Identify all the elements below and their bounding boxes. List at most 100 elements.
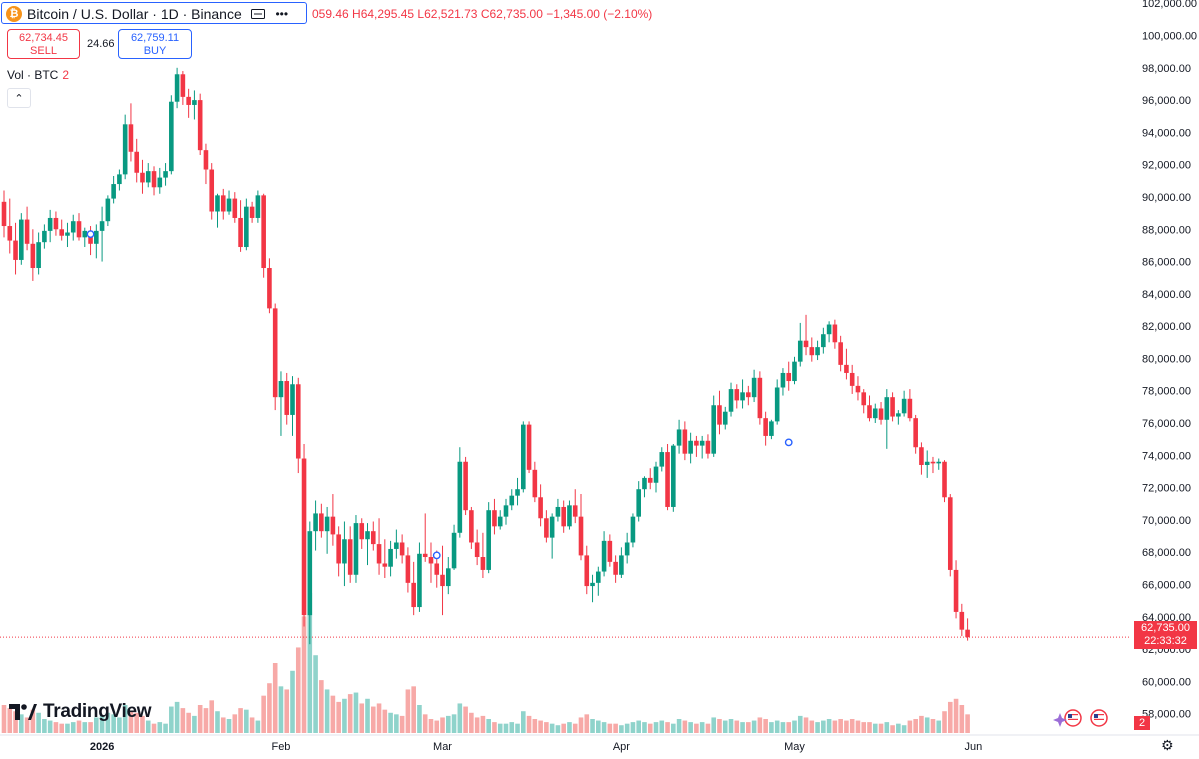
sell-price: 62,734.45 [19, 32, 68, 44]
candle-body [220, 195, 226, 212]
tradingview-logo-text: TradingView [43, 701, 152, 722]
volume-bar [705, 723, 711, 733]
time-tick-label: 2026 [90, 741, 114, 753]
volume-bar [572, 723, 578, 733]
bar-countdown: 22:33:32 [1144, 635, 1187, 647]
candle-body [953, 569, 959, 612]
volume-bar [440, 717, 445, 733]
volume-indicator-label[interactable]: Vol · BTC 2 [7, 68, 69, 82]
price-tick-label: 90,000.00 [1142, 192, 1191, 204]
volume-bar [803, 717, 809, 733]
candle-body [388, 548, 393, 567]
volume-bar [896, 723, 901, 733]
candle-body [803, 340, 809, 348]
candle-body [867, 405, 872, 419]
candle-body [849, 372, 855, 386]
volume-bar [734, 720, 740, 733]
volume-bar [549, 723, 555, 733]
volume-bar [578, 717, 584, 733]
candle-body [653, 466, 659, 483]
candle-body [319, 513, 324, 532]
volume-bar [249, 717, 255, 733]
buy-button[interactable]: 62,759.11 BUY [118, 29, 192, 59]
volume-bar [180, 708, 186, 733]
current-price-label: 62,735.00 22:33:32 [1134, 621, 1197, 649]
candle-body [665, 452, 670, 507]
volume-bar [94, 717, 99, 733]
collapse-indicators-button[interactable]: ⌃ [7, 88, 31, 108]
volume-bar [70, 722, 76, 733]
volume-bar [117, 717, 122, 733]
symbol-header-box[interactable] [1, 2, 307, 24]
volume-bar [815, 722, 820, 733]
candle-body [607, 540, 613, 562]
hide-icon[interactable] [250, 7, 266, 21]
candle-body [624, 542, 630, 556]
candle-body [826, 324, 832, 335]
price-tick-label: 102,000.00 [1142, 0, 1197, 10]
volume-bar [630, 722, 636, 733]
volume-bar [561, 723, 566, 733]
candle-body [428, 557, 434, 564]
candle-body [538, 497, 543, 519]
candle-body [347, 539, 353, 575]
volume-bar [238, 708, 243, 733]
candle-body [734, 389, 740, 401]
volume-bar [163, 723, 168, 733]
volume-bar [255, 720, 261, 733]
candle-body [313, 513, 318, 532]
candle-body [872, 408, 878, 419]
volume-bar [157, 722, 163, 733]
volume-bar [376, 703, 382, 733]
candle-body [209, 169, 215, 212]
candle-body [578, 516, 584, 556]
volume-bar [272, 663, 278, 733]
tradingview-logo[interactable]: TradingView [9, 701, 152, 723]
candle-body [896, 413, 901, 417]
candle-body [844, 364, 849, 373]
candle-body [330, 516, 336, 535]
volume-bar [105, 712, 111, 733]
volume-bar [509, 722, 515, 733]
gear-icon[interactable]: ⚙ [1161, 737, 1174, 753]
flag-stripe [1068, 718, 1078, 720]
candle-body [509, 495, 515, 506]
volume-bar [769, 722, 774, 733]
candle-body [515, 489, 520, 496]
candle-body [82, 230, 88, 238]
volume-bar [665, 722, 670, 733]
price-tick-label: 68,000.00 [1142, 547, 1191, 559]
symbol-title[interactable]: Bitcoin / U.S. Dollar · 1D · Binance [27, 6, 242, 22]
event-marker-icon [432, 551, 441, 560]
candle-body [503, 505, 509, 517]
volume-bar [751, 720, 757, 733]
price-tick-label: 82,000.00 [1142, 321, 1191, 333]
symbol-header: ₿ Bitcoin / U.S. Dollar · 1D · Binance •… [6, 4, 290, 24]
volume-bar [445, 715, 451, 733]
candle-body [215, 195, 220, 212]
candle-body [699, 440, 705, 446]
candle-body [180, 74, 186, 97]
volume-bar [388, 712, 393, 733]
candle-body [111, 184, 116, 199]
candle-body [676, 429, 682, 446]
candle-body [255, 195, 261, 218]
volume-bar [197, 705, 203, 733]
volume-bar [861, 722, 867, 733]
volume-bar [140, 715, 145, 733]
time-tick-label: Jun [964, 741, 982, 753]
volume-bar [636, 720, 641, 733]
volume-bar [544, 722, 549, 733]
more-options-icon[interactable]: ••• [275, 7, 289, 21]
volume-bar [319, 680, 324, 733]
candle-body [451, 532, 457, 569]
volume-bar [434, 720, 440, 733]
volume-bar [365, 698, 370, 733]
candle-body [890, 397, 895, 417]
sell-button[interactable]: 62,734.45 SELL [7, 29, 80, 59]
candle-body [457, 461, 463, 533]
candle-body [36, 242, 41, 269]
candle-body [24, 219, 30, 244]
